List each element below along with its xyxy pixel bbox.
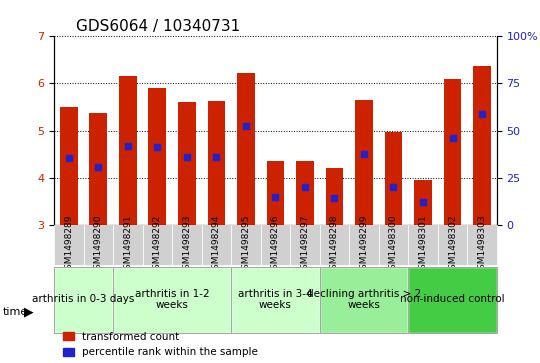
FancyBboxPatch shape (231, 225, 261, 265)
Bar (326, 168, 343, 225)
Text: GSM1498289: GSM1498289 (64, 215, 73, 275)
Text: GSM1498296: GSM1498296 (271, 215, 280, 275)
FancyBboxPatch shape (201, 225, 231, 265)
Bar (296, 161, 314, 225)
Text: GSM1498302: GSM1498302 (448, 215, 457, 275)
FancyBboxPatch shape (467, 225, 497, 265)
FancyBboxPatch shape (408, 267, 497, 333)
Bar (267, 161, 284, 225)
Text: arthritis in 3-4
weeks: arthritis in 3-4 weeks (238, 289, 313, 310)
Text: declining arthritis > 2
weeks: declining arthritis > 2 weeks (307, 289, 421, 310)
FancyBboxPatch shape (113, 267, 231, 333)
Bar (355, 100, 373, 225)
Text: GSM1498300: GSM1498300 (389, 215, 398, 276)
Text: arthritis in 0-3 days: arthritis in 0-3 days (32, 294, 134, 305)
Text: ▶: ▶ (24, 306, 34, 319)
Text: non-induced control: non-induced control (400, 294, 505, 305)
FancyBboxPatch shape (349, 225, 379, 265)
Text: GSM1498297: GSM1498297 (300, 215, 309, 275)
Text: GSM1498303: GSM1498303 (477, 215, 487, 276)
FancyBboxPatch shape (320, 225, 349, 265)
FancyBboxPatch shape (143, 225, 172, 265)
FancyBboxPatch shape (261, 225, 290, 265)
Text: time: time (3, 307, 28, 317)
Text: GSM1498294: GSM1498294 (212, 215, 221, 275)
Bar (444, 79, 461, 225)
FancyBboxPatch shape (290, 225, 320, 265)
FancyBboxPatch shape (54, 225, 84, 265)
Text: GSM1498295: GSM1498295 (241, 215, 251, 275)
Bar (237, 73, 255, 225)
FancyBboxPatch shape (172, 225, 201, 265)
FancyBboxPatch shape (231, 267, 320, 333)
Bar (207, 101, 225, 225)
FancyBboxPatch shape (320, 267, 408, 333)
Text: GSM1498290: GSM1498290 (94, 215, 103, 275)
Bar (148, 88, 166, 225)
Legend: transformed count, percentile rank within the sample: transformed count, percentile rank withi… (59, 328, 262, 362)
Bar (414, 180, 432, 225)
FancyBboxPatch shape (438, 225, 467, 265)
Text: GSM1498301: GSM1498301 (418, 215, 428, 276)
Text: GSM1498291: GSM1498291 (123, 215, 132, 275)
FancyBboxPatch shape (84, 225, 113, 265)
FancyBboxPatch shape (113, 225, 143, 265)
Bar (178, 102, 195, 225)
Text: arthritis in 1-2
weeks: arthritis in 1-2 weeks (135, 289, 210, 310)
Bar (384, 132, 402, 225)
Text: GSM1498293: GSM1498293 (183, 215, 191, 275)
FancyBboxPatch shape (54, 267, 113, 333)
FancyBboxPatch shape (408, 225, 438, 265)
Bar (119, 76, 137, 225)
Bar (90, 113, 107, 225)
FancyBboxPatch shape (379, 225, 408, 265)
Text: GSM1498292: GSM1498292 (153, 215, 162, 275)
Bar (60, 107, 78, 225)
Text: GSM1498299: GSM1498299 (360, 215, 368, 275)
Text: GDS6064 / 10340731: GDS6064 / 10340731 (76, 19, 240, 34)
Text: GSM1498298: GSM1498298 (330, 215, 339, 275)
Bar (473, 66, 491, 225)
